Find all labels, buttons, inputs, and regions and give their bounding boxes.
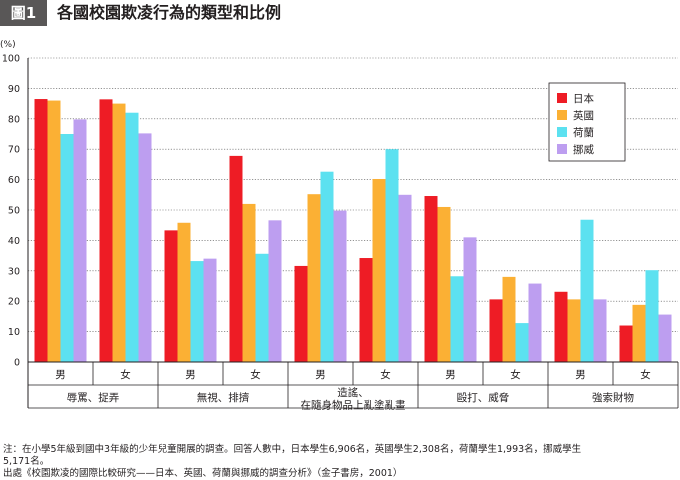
x-category-label: 男 [185, 369, 196, 381]
bar [372, 178, 386, 362]
bar [554, 291, 568, 362]
bar [645, 270, 659, 362]
bar [619, 325, 633, 362]
x-category-label: 男 [575, 369, 586, 381]
title-bar: 圖1 各國校園欺凌行為的類型和比例 [0, 0, 680, 26]
bar [359, 258, 373, 362]
y-tick-label: 100 [2, 54, 20, 65]
y-tick-label: 0 [14, 358, 20, 369]
bar [385, 149, 399, 362]
source-line: 出處《校園欺凌的國際比較研究——日本、英國、荷蘭與挪威的調查分析》（金子書房，2… [3, 468, 403, 479]
bar [307, 194, 321, 362]
bar [229, 155, 243, 362]
x-category-label: 男 [445, 369, 456, 381]
x-group-label: 辱罵、捉弄 [67, 391, 120, 404]
bar [203, 258, 217, 362]
bar [125, 112, 139, 362]
x-category-label: 女 [250, 368, 261, 381]
bar [528, 283, 542, 362]
y-axis-unit-label: (%) [0, 40, 16, 50]
y-tick-label: 40 [8, 236, 20, 247]
legend-label: 荷蘭 [573, 126, 594, 139]
bar [632, 304, 646, 362]
bar [294, 265, 308, 362]
bar [463, 237, 477, 362]
legend-swatch [557, 127, 567, 137]
bar [398, 194, 412, 362]
footnote-line: 注：在小學5年級到國中3年級的少年兒童開展的調查。回答人數中，日本學生6,906… [3, 444, 582, 455]
bar [502, 276, 516, 362]
bar [268, 220, 282, 362]
y-tick-label: 90 [8, 84, 20, 95]
x-category-label: 女 [510, 368, 521, 381]
bar [658, 314, 672, 362]
x-category-label: 男 [55, 369, 66, 381]
bar-chart: (%)0102030405060708090100男女男女男女男女男女辱罵、捉弄… [0, 40, 679, 412]
bar [242, 203, 256, 362]
bar [47, 100, 61, 362]
legend-swatch [557, 144, 567, 154]
y-tick-label: 30 [8, 266, 20, 277]
legend-swatch [557, 93, 567, 103]
bar [320, 171, 334, 362]
bar [437, 206, 451, 362]
y-tick-label: 10 [8, 327, 20, 338]
footnotes: 注：在小學5年級到國中3年級的少年兒童開展的調查。回答人數中，日本學生6,906… [3, 444, 679, 480]
y-tick-label: 70 [8, 145, 20, 156]
bar [138, 133, 152, 362]
x-group-label: 強索財物 [592, 391, 634, 404]
bar [177, 222, 191, 362]
footnote-line: 5,171名。 [3, 456, 50, 467]
bar [580, 219, 594, 362]
bar [112, 103, 126, 362]
y-tick-label: 80 [8, 114, 20, 125]
bar [424, 196, 438, 362]
y-tick-label: 50 [8, 206, 20, 217]
legend-label: 日本 [573, 92, 594, 105]
x-category-label: 女 [120, 368, 131, 381]
legend-label: 英國 [573, 109, 594, 122]
bar [99, 99, 113, 363]
y-tick-label: 60 [8, 175, 20, 186]
legend-swatch [557, 110, 567, 120]
bar [60, 134, 74, 362]
x-group-label: 造謠、 [337, 386, 369, 399]
bar [489, 299, 503, 362]
legend-label: 挪威 [573, 143, 594, 156]
bar [333, 210, 347, 362]
bar [164, 230, 178, 362]
bar [34, 99, 48, 362]
x-group-label: 無視、排擠 [197, 391, 250, 404]
x-group-label: 在隨身物品上亂塗亂畫 [301, 399, 406, 412]
x-category-label: 女 [640, 368, 651, 381]
x-group-label: 毆打、威脅 [457, 391, 510, 404]
bar [567, 299, 581, 362]
bar [73, 119, 87, 363]
bar [593, 299, 607, 362]
bar [255, 253, 269, 362]
bar [515, 323, 529, 362]
figure-number-badge: 圖1 [0, 0, 47, 26]
x-category-label: 女 [380, 368, 391, 381]
chart-title: 各國校園欺凌行為的類型和比例 [57, 3, 282, 22]
bar [450, 276, 464, 362]
y-tick-label: 20 [8, 297, 20, 308]
x-category-label: 男 [315, 369, 326, 381]
bar [190, 261, 204, 362]
chart-area: (%) 0 10 20 30 40 50 60 70 80 90 100 男女男女男女男女男女辱罵、捉弄… [0, 30, 680, 442]
